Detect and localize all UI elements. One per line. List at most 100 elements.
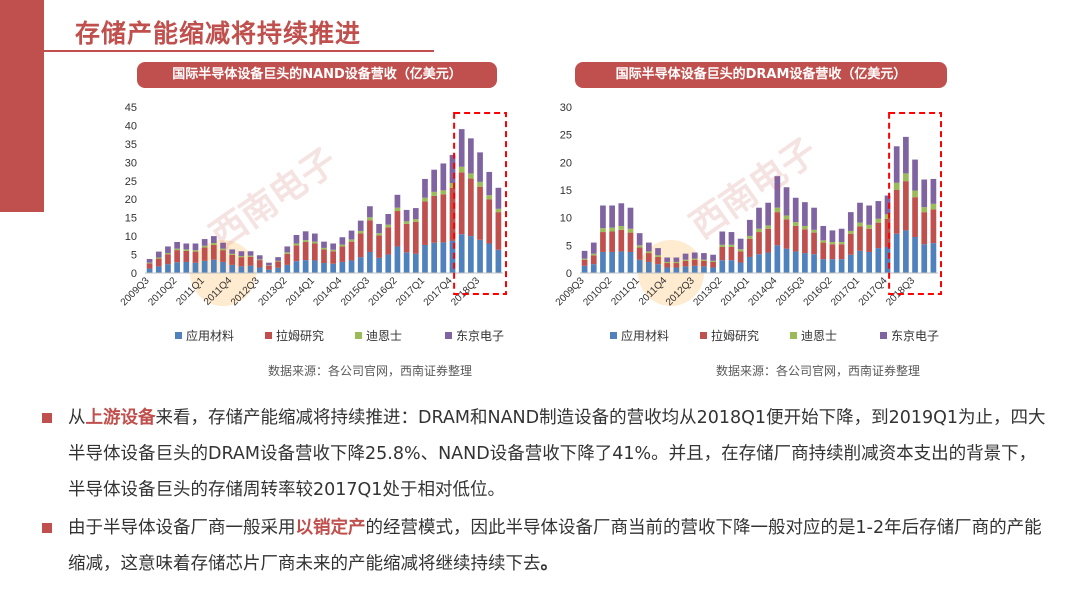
nand-bar-2019Q1-s1 [495,212,502,250]
nand-bar-2019Q1-s2 [495,208,502,213]
nand-legend-swatch-1 [265,332,272,339]
dram-legend-label-3: 东京电子 [891,329,939,343]
dram-bar-2019Q1-s2 [930,203,937,210]
dram-bar-2016Q1-s3 [820,225,827,241]
nand-bar-2015Q1-s0 [348,260,355,273]
nand-bar-2013Q3-s0 [293,261,300,273]
page-title: 存储产能缩减将持续推进 [75,19,362,48]
nand-bar-2016Q2-s1 [394,211,401,247]
dram-bar-2011Q1-s1 [636,247,643,260]
dram-legend-label-2: 迪恩士 [801,329,837,343]
bullet-text-1-highlight: 上游设备 [85,408,156,428]
dram-bar-2017Q4-s3 [884,195,891,215]
nand-xtick-label: 2012Q3 [229,275,262,308]
nand-bar-2015Q3-s1 [367,220,373,252]
nand-bar-2011Q2-s2 [211,243,217,245]
nand-legend-label-3: 东京电子 [456,329,504,343]
nand-bar-2015Q4-s0 [376,257,382,273]
nand-bar-2016Q3-s0 [403,252,410,273]
nand-bar-2012Q3-s1 [256,260,263,268]
dram-bar-2018Q2-s0 [903,230,909,273]
dram-legend-swatch-2 [790,332,797,339]
dram-bar-2011Q2-s0 [646,261,652,273]
nand-xtick-label: 2017Q4 [422,275,455,308]
nand-bar-2011Q3-s0 [220,261,226,273]
nand-bar-2017Q2-s2 [431,191,437,196]
dram-bar-2012Q3-s2 [691,258,698,260]
nand-bar-2017Q3-s0 [440,242,447,273]
dram-bar-2013Q3-s1 [728,246,735,261]
nand-bar-2013Q2-s1 [284,253,291,265]
dram-bar-2010Q1-s1 [600,232,606,252]
nand-source-note: 数据来源：各公司官网，西南证券整理 [268,364,473,378]
dram-bar-2016Q2-s1 [829,244,836,260]
nand-bar-2009Q3-s0 [146,268,153,273]
nand-bar-2011Q4-s2 [229,253,236,255]
nand-bar-2013Q2-s3 [284,246,291,253]
dram-xtick-label: 2013Q2 [691,275,724,308]
dram-bar-2018Q4-s0 [921,244,928,273]
nand-bar-2018Q1-s0 [458,234,465,273]
nand-bar-2017Q4-s2 [449,182,456,188]
bullet-text-1-b: 来看，存储产能缩减将持续推进：DRAM和NAND制造设备的营收均从2018Q1便… [68,408,1046,500]
dram-ytick-label: 0 [566,268,572,280]
dram-bar-2014Q3-s0 [765,252,772,273]
dram-bar-2012Q2-s2 [682,259,689,261]
dram-bar-2018Q3-s3 [912,159,918,191]
nand-bar-2014Q2-s2 [321,247,327,250]
nand-bar-2015Q4-s3 [376,223,382,234]
dram-bar-2012Q4-s0 [701,266,707,273]
nand-bar-2015Q2-s0 [357,257,364,273]
dram-bar-2011Q2-s2 [646,251,652,254]
dram-bar-2013Q3-s3 [728,232,735,245]
nand-bar-2018Q1-s2 [458,166,465,173]
nand-bar-2015Q3-s0 [367,251,373,273]
dram-bar-2016Q2-s2 [829,242,836,245]
nand-bar-2019Q1-s0 [495,249,502,273]
dram-bar-2013Q1-s2 [710,260,716,262]
nand-legend-label-0: 应用材料 [186,328,234,343]
nand-bar-2010Q1-s2 [165,253,171,255]
nand-bar-2011Q2-s1 [211,244,217,260]
dram-bar-2016Q1-s1 [820,242,827,260]
nand-bar-2009Q3-s3 [146,258,153,263]
dram-bar-2011Q3-s3 [655,248,661,256]
dram-bar-2010Q3-s0 [618,251,625,273]
nand-bar-2017Q3-s1 [440,194,447,243]
nand-bar-2013Q4-s3 [302,231,309,241]
nand-legend-label-2: 迪恩士 [366,329,402,343]
nand-bar-2010Q4-s3 [192,243,199,251]
nand-bar-2017Q4-s0 [449,240,456,273]
dram-bar-2015Q1-s2 [783,215,790,220]
dram-bar-2009Q4-s1 [590,255,597,265]
nand-bar-2015Q1-s1 [348,241,355,261]
nand-bar-2016Q4-s2 [412,219,419,222]
nand-bar-2015Q2-s2 [357,230,364,234]
nand-bar-2015Q1-s2 [348,239,355,242]
dram-bar-2015Q3-s0 [802,253,808,273]
dram-bar-2014Q2-s3 [756,207,762,229]
dram-bar-2010Q1-s0 [600,251,606,273]
bullet-item-2: 由于半导体设备厂商一般采用以销定产的经营模式，因此半导体设备厂商当前的营收下降一… [42,510,1052,582]
nand-bar-2012Q2-s1 [247,256,254,266]
nand-bar-2009Q4-s3 [155,251,162,258]
dram-bar-2010Q4-s1 [627,232,634,252]
nand-bar-2011Q3-s1 [220,250,226,262]
dram-legend-label-1: 拉姆研究 [711,328,759,343]
dram-bar-2011Q4-s0 [664,267,671,273]
nand-bar-2018Q4-s0 [486,243,493,273]
dram-bar-2011Q4-s3 [664,257,671,262]
nand-bar-2019Q1-s3 [495,187,502,209]
nand-legend-swatch-2 [355,332,362,339]
nand-xtick-label: 2011Q1 [174,275,207,308]
dram-bar-2016Q4-s0 [847,254,854,273]
dram-bar-2009Q4-s0 [590,264,597,273]
dram-bar-2014Q1-s1 [746,238,753,257]
dram-bar-2016Q3-s1 [838,244,845,260]
nand-bar-2010Q2-s2 [174,248,180,251]
nand-bar-2010Q4-s2 [192,250,199,252]
dram-bar-2011Q1-s2 [636,245,643,248]
dram-bar-2012Q4-s1 [701,260,707,267]
nand-xtick-label: 2011Q4 [202,275,235,308]
nand-bar-2017Q1-s1 [422,201,428,245]
